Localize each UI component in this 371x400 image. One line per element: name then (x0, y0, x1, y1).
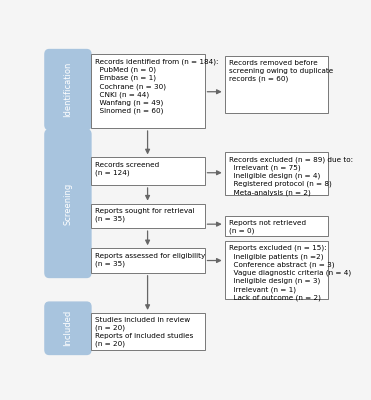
FancyBboxPatch shape (225, 152, 328, 195)
FancyBboxPatch shape (45, 50, 91, 130)
Text: Records identified from (n = 184):
  PubMed (n = 0)
  Embase (n = 1)
  Cochrane : Records identified from (n = 184): PubMe… (95, 58, 219, 114)
Text: Studies included in review
(n = 20)
Reports of included studies
(n = 20): Studies included in review (n = 20) Repo… (95, 317, 193, 348)
FancyBboxPatch shape (225, 240, 328, 299)
FancyBboxPatch shape (45, 302, 91, 354)
Text: Records removed before
screening owing to duplicate
records (n = 60): Records removed before screening owing t… (229, 60, 333, 82)
Text: Records excluded (n = 89) due to:
  Irrelevant (n = 75)
  Ineligible design (n =: Records excluded (n = 89) due to: Irrele… (229, 156, 353, 196)
Text: Reports excluded (n = 15):
  Ineligible patients (n =2)
  Conference abstract (n: Reports excluded (n = 15): Ineligible pa… (229, 245, 351, 301)
FancyBboxPatch shape (91, 204, 204, 228)
FancyBboxPatch shape (91, 157, 204, 185)
FancyBboxPatch shape (225, 56, 328, 113)
Text: Reports sought for retrieval
(n = 35): Reports sought for retrieval (n = 35) (95, 208, 194, 222)
Text: Identification: Identification (63, 62, 72, 117)
Text: Screening: Screening (63, 182, 72, 225)
FancyBboxPatch shape (91, 313, 204, 350)
Text: Records screened
(n = 124): Records screened (n = 124) (95, 162, 159, 176)
FancyBboxPatch shape (45, 130, 91, 278)
FancyBboxPatch shape (91, 54, 204, 128)
FancyBboxPatch shape (225, 216, 328, 236)
FancyBboxPatch shape (91, 248, 204, 273)
Text: Reports assessed for eligibility
(n = 35): Reports assessed for eligibility (n = 35… (95, 252, 205, 267)
Text: Included: Included (63, 310, 72, 346)
Text: Reports not retrieved
(n = 0): Reports not retrieved (n = 0) (229, 220, 306, 234)
